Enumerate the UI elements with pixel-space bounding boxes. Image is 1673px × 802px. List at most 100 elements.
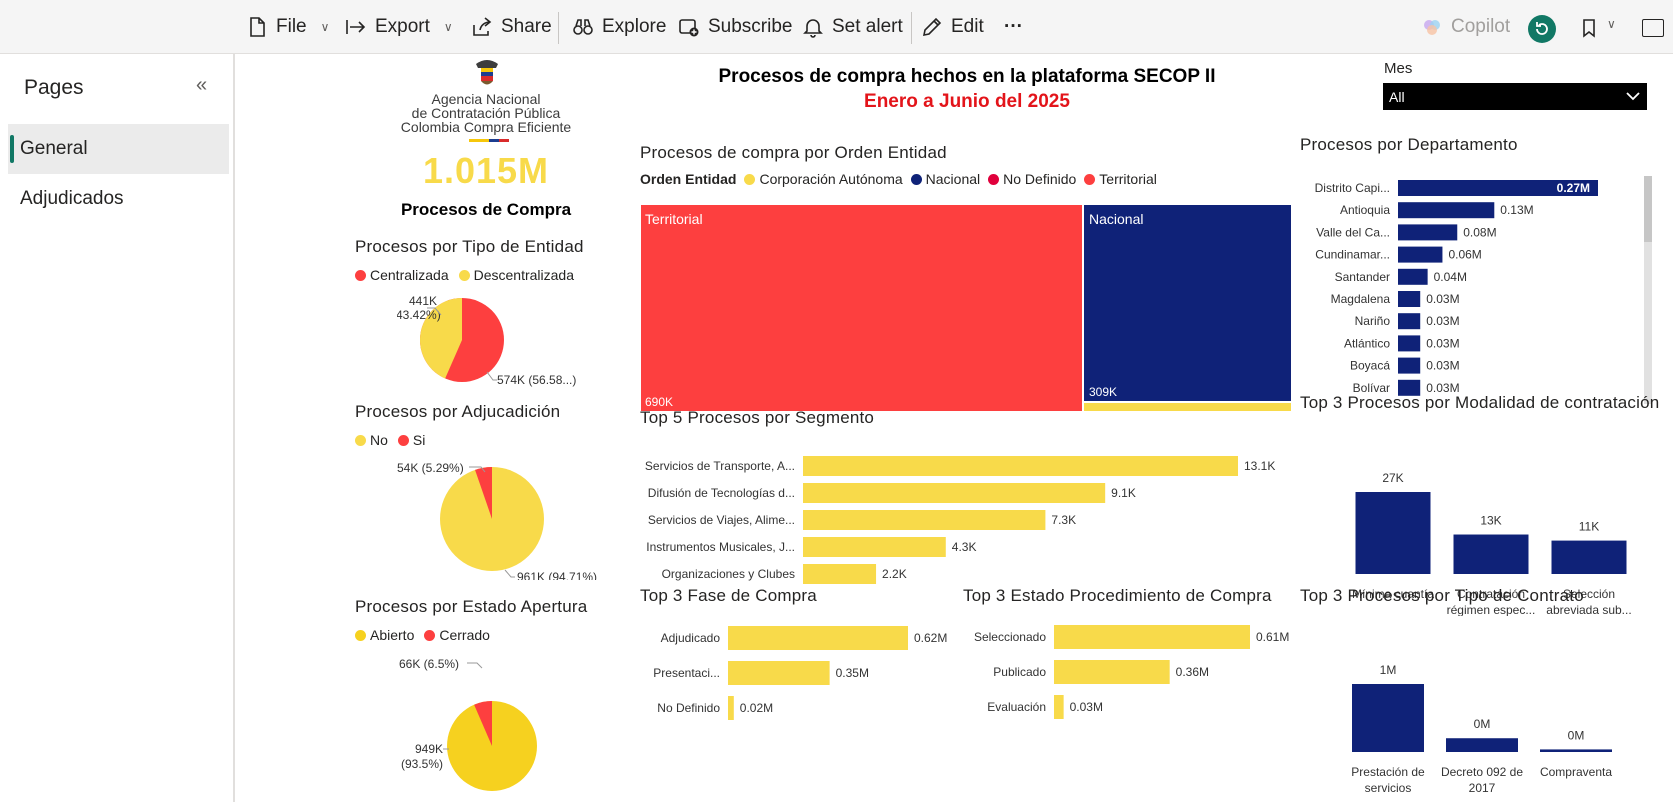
copilot-button[interactable]: Copilot (1421, 0, 1510, 54)
bar[interactable] (728, 626, 908, 650)
view-mode-icon[interactable] (1642, 19, 1664, 37)
slicer-title: Mes (1384, 60, 1413, 77)
export-menu[interactable]: Export ∨ (345, 0, 453, 54)
dept-chart-scrollbar[interactable] (1644, 176, 1652, 404)
tile-value: 690K (645, 395, 674, 409)
modalidad-bar-chart[interactable]: 27K Mínima cuantía 13K Contratación régimen … (1300, 416, 1660, 616)
category-label: Boyacá (1350, 359, 1390, 373)
pie-label: 54K (5.29%) (397, 461, 464, 475)
bar[interactable] (1054, 660, 1170, 684)
chevron-down-icon[interactable]: ∨ (1607, 17, 1616, 31)
bar[interactable] (1352, 684, 1424, 752)
data-label: 0.27M (1557, 181, 1590, 195)
legend-label: No (370, 432, 388, 448)
explore-label: Explore (602, 16, 667, 37)
refresh-button[interactable] (1528, 15, 1556, 43)
data-label: 0.08M (1463, 225, 1496, 239)
data-label: 0.04M (1434, 270, 1467, 284)
pie-label: 949K (415, 742, 443, 756)
bar[interactable] (1551, 540, 1627, 574)
legend-dot (1084, 173, 1096, 185)
category-label: Publicado (993, 665, 1046, 679)
pie-tipo-chart[interactable]: 441K (43.42%) 574K (56.58...) (397, 288, 607, 398)
category-label: No Definido (657, 701, 720, 715)
bar[interactable] (1398, 246, 1443, 263)
bar[interactable] (1398, 268, 1428, 285)
treemap-tile-corporacion-autonoma[interactable] (1083, 402, 1292, 412)
share-icon (473, 17, 492, 36)
category-label: Bolívar (1353, 381, 1390, 395)
pie-estado-chart[interactable]: 66K (6.5%) 949K (93.5%) (397, 646, 607, 800)
bar[interactable] (1054, 625, 1250, 649)
category-label: Difusión de Tecnologías d... (648, 486, 795, 500)
pie-slice-cerrado[interactable] (474, 701, 492, 746)
treemap-tile-territorial[interactable]: Territorial 690K (640, 204, 1083, 412)
subscribe-button[interactable]: Subscribe (678, 0, 793, 54)
chevron-down-icon: ∨ (443, 20, 453, 34)
data-label: 13K (1480, 514, 1501, 528)
pages-pane: Pages « General Adjudicados (0, 54, 235, 802)
more-options-button[interactable]: ··· (1004, 0, 1023, 54)
legend-dot (355, 434, 366, 446)
treemap-tile-nacional[interactable]: Nacional 309K (1083, 204, 1292, 402)
bar[interactable] (1355, 492, 1431, 574)
kpi-value: 1.015M (422, 150, 550, 191)
explore-button[interactable]: Explore (572, 0, 666, 54)
dept-bar-chart[interactable]: Distrito Capi... 0.27M Antioquia 0.13M Valle… (1300, 162, 1620, 462)
segment-chart-title: Top 5 Procesos por Segmento (640, 408, 875, 427)
bookmark-button[interactable] (1578, 17, 1600, 44)
category-label: Nariño (1355, 314, 1391, 328)
bar[interactable] (803, 456, 1238, 476)
data-label: 0.03M (1426, 336, 1459, 350)
bar[interactable] (1446, 738, 1518, 752)
month-slicer-dropdown[interactable]: All (1383, 83, 1647, 110)
page-item-adjudicados[interactable]: Adjudicados (8, 174, 229, 224)
category-label: Adjudicado (661, 631, 721, 645)
bar[interactable] (1398, 291, 1421, 307)
logo-line: Colombia Compra Eficiente (400, 119, 572, 135)
file-menu[interactable]: File ∨ (246, 0, 329, 54)
bar[interactable] (803, 483, 1106, 503)
pie-adj-title: Procesos por Adjucadición (355, 402, 561, 421)
bar[interactable] (728, 661, 830, 685)
chevron-down-icon (1626, 92, 1640, 101)
bar[interactable] (1398, 180, 1598, 196)
data-label: 0.36M (1176, 665, 1209, 679)
pie-slice-si[interactable] (475, 467, 492, 519)
pie-slice-descentralizada[interactable] (420, 298, 462, 379)
edit-button[interactable]: Edit (921, 0, 984, 54)
set-alert-button[interactable]: Set alert (802, 0, 903, 54)
colombia-coat-of-arms-logo (476, 60, 498, 85)
segment-bar-chart[interactable]: Servicios de Transporte, A... 13.1K Difusi… (640, 432, 1300, 592)
bar[interactable] (1453, 534, 1529, 574)
bar[interactable] (1540, 749, 1612, 752)
bar[interactable] (1398, 313, 1421, 330)
data-label: 9.1K (1111, 486, 1136, 500)
category-label: Cundinamar... (1315, 248, 1390, 262)
bar[interactable] (803, 510, 1046, 530)
bar[interactable] (803, 564, 877, 584)
slicer-value: All (1389, 88, 1405, 105)
contrato-bar-chart[interactable]: 1M Prestación de servicios 0M Decreto 092 de… (1300, 614, 1660, 802)
edit-label: Edit (951, 16, 984, 37)
bar[interactable] (1054, 695, 1064, 719)
bar[interactable] (1398, 357, 1421, 374)
bar[interactable] (803, 537, 946, 557)
bar[interactable] (1398, 202, 1495, 219)
fase-bar-chart[interactable]: Adjudicado 0.62M Presentaci... 0.35M No Defi… (640, 614, 950, 744)
page-item-general[interactable]: General (8, 124, 229, 174)
share-button[interactable]: Share (471, 0, 552, 54)
pie-adj-chart[interactable]: 54K (5.29%) 961K (94.71%) (397, 454, 607, 580)
estado-bar-chart[interactable]: Seleccionado 0.61M Publicado 0.36M Evaluació… (963, 614, 1293, 744)
category-label: 2017 (1469, 781, 1496, 795)
bar[interactable] (1398, 224, 1458, 241)
bar[interactable] (728, 696, 734, 720)
legend-label: Cerrado (439, 627, 490, 643)
category-label: servicios (1365, 781, 1412, 795)
treemap-title: Procesos de compra por Orden Entidad (640, 143, 947, 162)
bar[interactable] (1398, 335, 1421, 352)
data-label: 0M (1474, 717, 1491, 731)
scrollbar-thumb[interactable] (1644, 176, 1652, 242)
collapse-pane-icon[interactable]: « (196, 74, 208, 96)
bar[interactable] (1398, 379, 1421, 396)
